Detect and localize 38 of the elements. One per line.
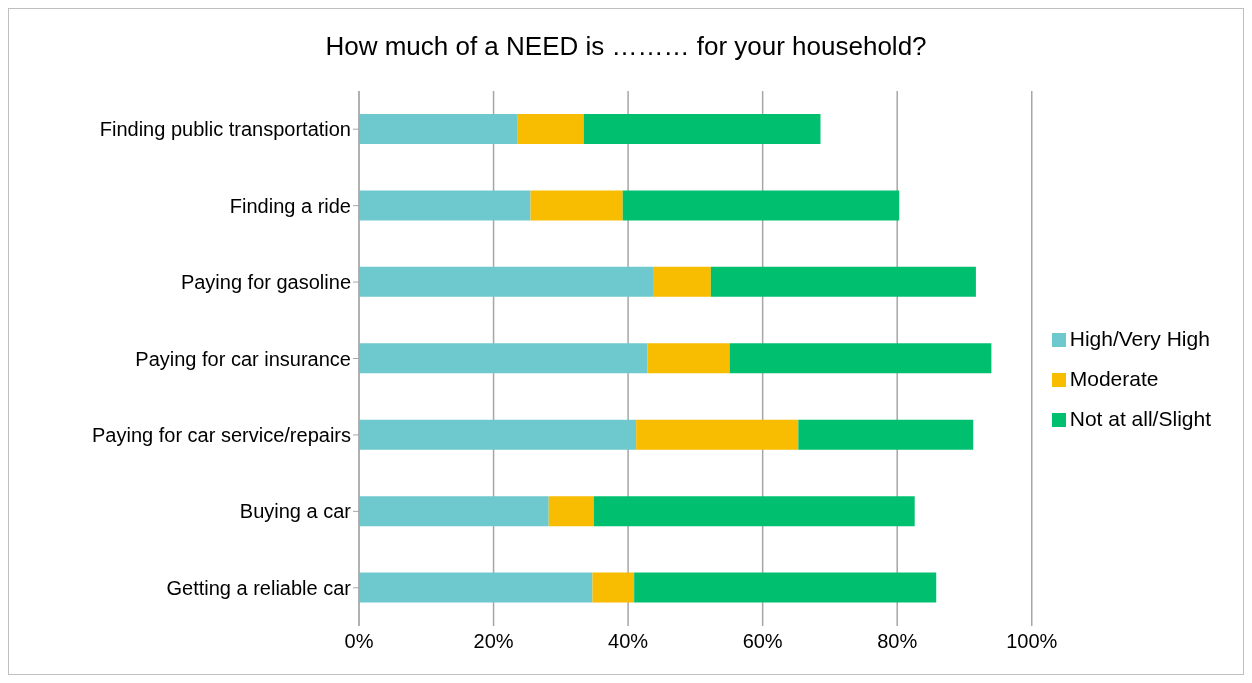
bar [517,114,584,144]
bar [647,343,730,374]
legend-label: Not at all/Slight [1069,406,1211,430]
bar [359,572,593,603]
y-tick-label: Finding a ride [229,194,351,217]
x-tick-label: 60% [742,630,783,653]
x-tick-label: 100% [1006,630,1058,653]
bar [359,343,648,374]
bar [359,496,549,527]
bar [798,419,974,450]
bar [359,190,531,221]
bar [593,496,915,527]
y-tick-label: Buying a car [239,500,352,523]
x-tick-label: 40% [608,630,649,653]
legend-label: High/Very High [1069,326,1210,350]
x-tick-label: 20% [473,630,514,653]
bar [359,114,518,144]
bar [710,266,976,297]
bar [634,572,937,603]
bar [729,343,992,374]
bar [530,190,623,221]
bar [636,419,799,450]
bar [652,266,711,297]
chart-title: How much of a NEED is ……… for your household? [324,30,928,63]
y-tick-label: Paying for car insurance [135,347,351,370]
x-tick-label: 80% [877,630,918,653]
y-tick-label: Finding public transportation [99,118,351,141]
bar [583,114,821,144]
bar [359,266,653,297]
bar [359,419,637,450]
y-tick-label: Paying for gasoline [180,271,351,294]
bar [622,190,900,221]
x-tick-label: 0% [344,630,374,653]
y-tick-label: Paying for car service/repairs [92,424,351,447]
bar [548,496,594,527]
bar [592,572,635,603]
legend-label: Moderate [1069,366,1159,390]
y-tick-label: Getting a reliable car [166,576,352,599]
